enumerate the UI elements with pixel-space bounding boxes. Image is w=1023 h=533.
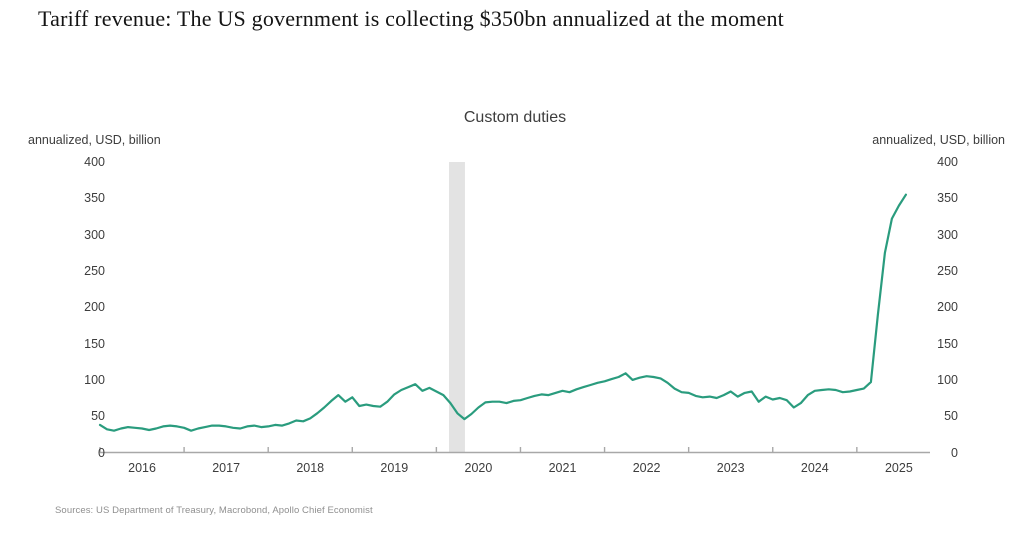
x-tick-label: 2018 (296, 461, 325, 475)
y-tick-label-right: 400 (937, 155, 958, 169)
y-tick-label-right: 150 (937, 336, 958, 351)
x-tick-label: 2017 (212, 461, 241, 475)
y-tick-label-left: 150 (84, 336, 105, 351)
x-tick-label: 2023 (716, 461, 745, 475)
y-tick-label-left: 100 (84, 372, 105, 387)
y-tick-label-right: 200 (937, 300, 958, 315)
chart-title: Custom duties (463, 109, 567, 126)
y-tick-label-left: 0 (98, 445, 105, 460)
recession-band (448, 162, 465, 453)
y-tick-label-right: 250 (937, 263, 958, 278)
y-tick-label-left: 250 (84, 263, 105, 278)
y-tick-label-left: 50 (91, 409, 105, 424)
x-tick-label: 2025 (884, 461, 913, 475)
x-tick-label: 2019 (380, 461, 409, 475)
y-tick-label-right: 300 (937, 227, 958, 242)
series-line (98, 193, 908, 432)
y-tick-label-right: 350 (937, 191, 958, 206)
x-tick-label: 2022 (632, 461, 661, 475)
left-axis-unit-label: annualized, USD, billion (28, 133, 161, 147)
sources-note: Sources: US Department of Treasury, Macr… (55, 505, 373, 516)
x-tick-label: 2020 (464, 461, 493, 475)
y-tick-label-right: 50 (944, 409, 958, 424)
x-tick-label: 2024 (800, 461, 829, 475)
y-tick-label-left: 400 (84, 155, 105, 169)
x-tick-label: 2016 (128, 461, 156, 475)
y-tick-label-right: 100 (937, 372, 958, 387)
y-tick-label-left: 300 (84, 227, 105, 242)
right-axis-unit-label: annualized, USD, billion (872, 133, 1005, 147)
y-tick-label-right: 0 (951, 445, 958, 460)
x-tick-label: 2021 (548, 461, 577, 475)
y-tick-label-left: 350 (84, 191, 105, 206)
y-tick-label-left: 200 (84, 300, 105, 315)
page-title: Tariff revenue: The US government is col… (38, 6, 784, 31)
